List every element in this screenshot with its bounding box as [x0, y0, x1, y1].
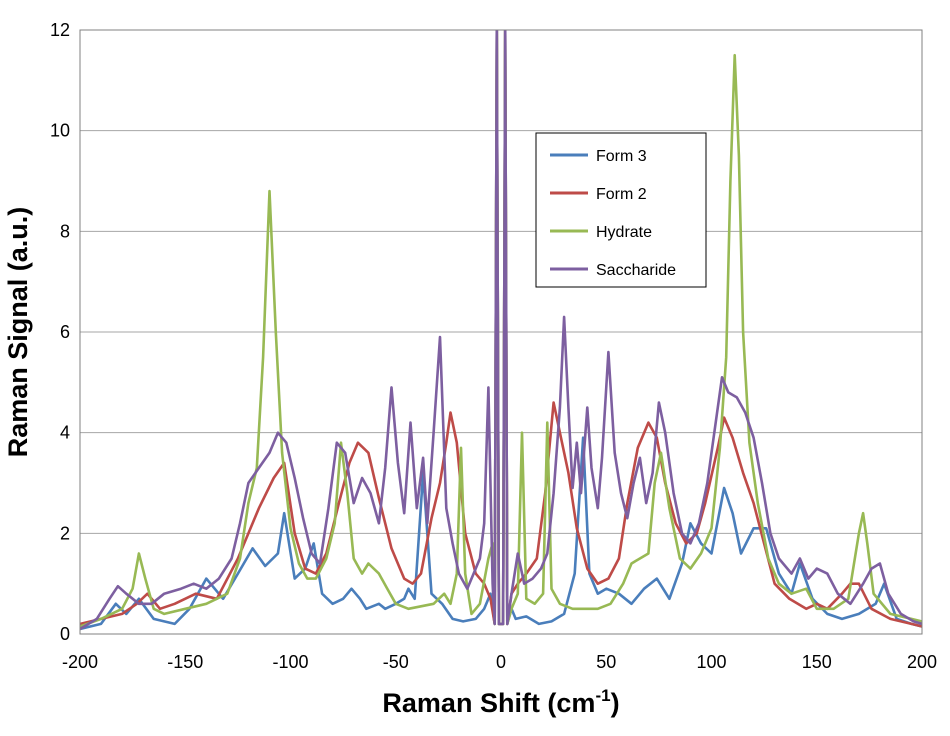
y-tick-label: 0 [60, 624, 70, 644]
y-tick-label: 10 [50, 121, 70, 141]
x-tick-labels: -200 -150 -100 -50 0 50 100 150 200 [62, 652, 937, 672]
gridlines [80, 130, 922, 534]
y-axis-title: Raman Signal (a.u.) [3, 207, 33, 458]
y-tick-label: 4 [60, 423, 70, 443]
series-line-form-2 [80, 30, 922, 628]
x-tick-label: -100 [272, 652, 308, 672]
x-tick-label: -50 [383, 652, 409, 672]
x-tick-label: 150 [802, 652, 832, 672]
y-tick-label: 8 [60, 221, 70, 241]
legend-label: Form 2 [596, 186, 647, 203]
series-line-hydrate [80, 30, 922, 628]
x-tick-label: 50 [596, 652, 616, 672]
x-tick-label: 100 [696, 652, 726, 672]
legend-label: Saccharide [596, 262, 676, 279]
legend-box [535, 132, 707, 288]
x-tick-label: 0 [496, 652, 506, 672]
y-tick-label: 12 [50, 20, 70, 40]
x-tick-label: 200 [907, 652, 937, 672]
y-tick-label: 6 [60, 322, 70, 342]
series-lines [80, 30, 922, 631]
legend-label: Hydrate [596, 224, 652, 241]
series-line-form-3 [80, 30, 922, 631]
series-line-saccharide [80, 30, 922, 631]
legend-label: Form 3 [596, 148, 647, 165]
legend: Form 3 Form 2 Hydrate Saccharide [535, 132, 707, 288]
x-axis-title: Raman Shift (cm-1) [382, 686, 619, 718]
y-tick-label: 2 [60, 523, 70, 543]
x-tick-label: -150 [167, 652, 203, 672]
y-tick-labels: 0 2 4 6 8 10 12 [50, 20, 70, 644]
x-tick-label: -200 [62, 652, 98, 672]
plot-area-border [79, 29, 923, 635]
